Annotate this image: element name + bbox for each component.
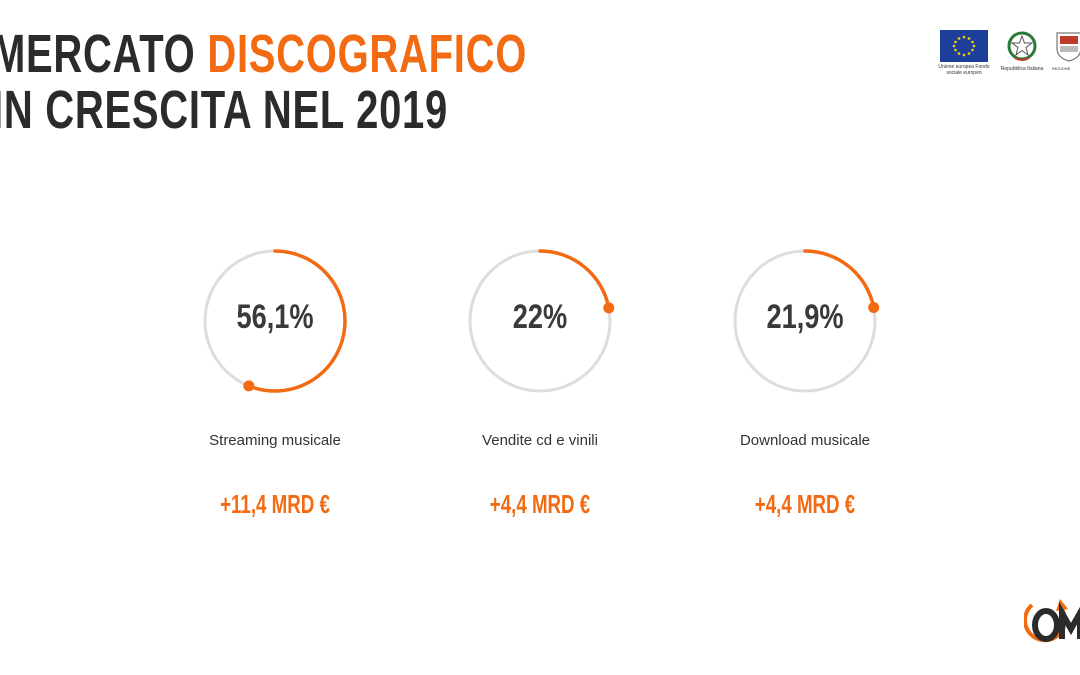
stat-label: Vendite cd e vinili — [482, 432, 598, 449]
streaming-ring — [203, 249, 347, 393]
stat-label: Streaming musicale — [209, 432, 341, 449]
region-shield-icon — [1056, 32, 1080, 62]
stat-amount: +4,4 MRD € — [754, 489, 856, 519]
brand-logo-icon — [1024, 599, 1080, 643]
stat-amount: +11,4 MRD € — [220, 489, 330, 519]
stat-cd-vinyl: 22% Vendite cd e vinili +4,4 MRD € — [390, 246, 690, 520]
eu-caption: Unione europea Fondo sociale europeo — [938, 64, 990, 76]
ring-progress-arc — [247, 249, 347, 393]
stat-download: 21,9% Download musicale +4,4 MRD € — [655, 246, 955, 520]
partner-logos: Unione europea Fondo sociale europeo Rep… — [938, 30, 1080, 80]
stat-label: Download musicale — [739, 432, 871, 449]
title-line-1: MERCATO DISCOGRAFICO — [0, 26, 527, 82]
italian-emblem-icon — [1007, 31, 1037, 61]
italy-caption: Repubblica Italiana — [1000, 66, 1044, 72]
ring-end-dot — [868, 301, 880, 313]
title-prefix: MERCATO — [0, 24, 196, 84]
stat-percent: 21,9% — [766, 298, 844, 336]
stat-percent: 22% — [512, 298, 568, 336]
download-ring — [733, 249, 880, 393]
ring-end-dot — [243, 380, 255, 392]
ring-end-dot — [603, 302, 615, 314]
ring-progress-arc — [803, 249, 876, 310]
stat-amount: +4,4 MRD € — [489, 489, 591, 519]
page-title: MERCATO DISCOGRAFICO IN CRESCITA NEL 201… — [0, 26, 527, 138]
stat-percent: 56,1% — [236, 298, 314, 336]
title-line-2: IN CRESCITA NEL 2019 — [0, 80, 448, 140]
eu-flag-icon — [940, 30, 988, 62]
title-accent: DISCOGRAFICO — [207, 24, 528, 84]
ring-progress-arc — [538, 249, 611, 310]
region-caption: REGIONE — [1052, 66, 1071, 71]
cd-vinyl-ring — [468, 249, 615, 393]
stat-streaming: 56,1% Streaming musicale +11,4 MRD € — [125, 246, 425, 520]
